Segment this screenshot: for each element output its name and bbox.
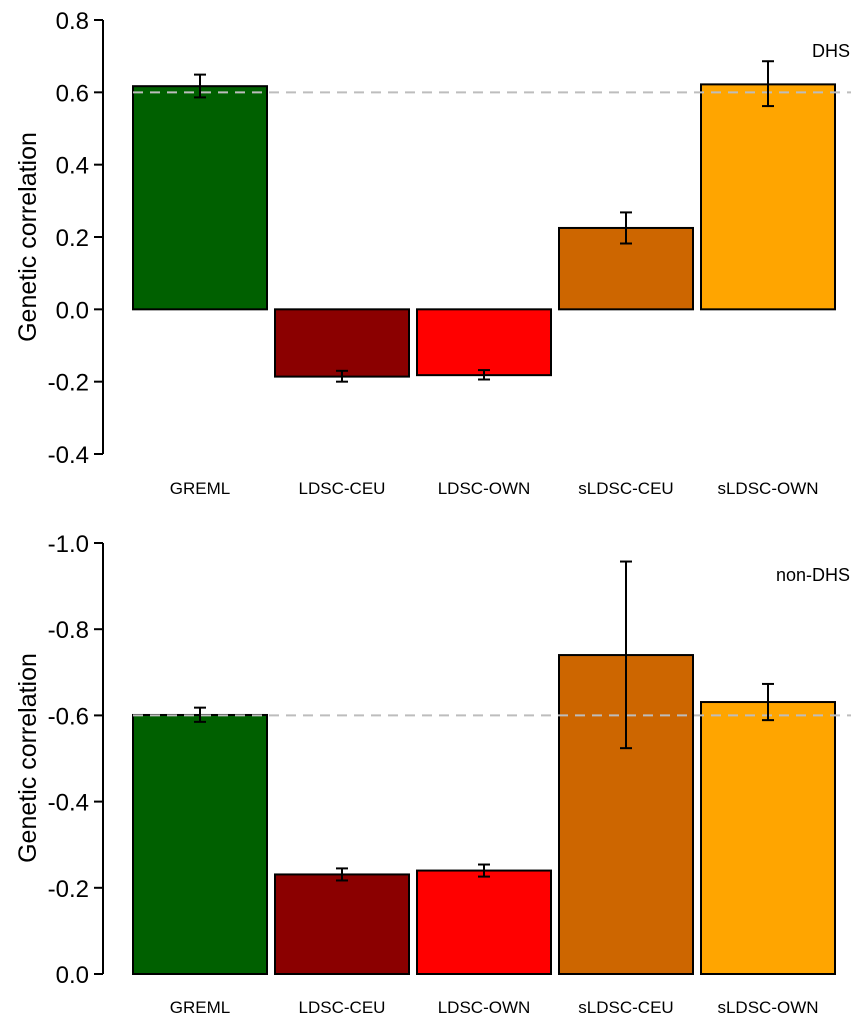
y-tick-label: 0.6: [56, 80, 89, 107]
error-bar: [194, 73, 206, 99]
error-bar: [620, 560, 632, 750]
y-tick-label: 0.0: [56, 962, 89, 989]
x-category-label: LDSC-CEU: [299, 998, 386, 1017]
error-bar: [620, 211, 632, 245]
bar-greml: [132, 85, 268, 311]
x-category-label: GREML: [170, 479, 230, 498]
y-tick-label: -0.2: [48, 370, 89, 397]
y-axis-title: Genetic correlation: [14, 653, 42, 863]
error-bar: [336, 369, 348, 383]
error-bar: [478, 369, 490, 381]
error-bar: [762, 60, 774, 108]
bar-ldsc-ceu: [274, 308, 410, 378]
x-category-label: GREML: [170, 998, 230, 1017]
bar-ldsc-own: [416, 869, 552, 975]
y-axis-title: Genetic correlation: [14, 132, 42, 342]
bar-ldsc-own: [416, 308, 552, 377]
y-tick-label: -0.4: [48, 442, 89, 469]
chart-panel-dhs: 0.8 0.6 0.4 0.2 0.0 -0.2 -0.4 Genetic correlati…: [14, 8, 851, 498]
panel-annotation: DHS: [812, 41, 850, 61]
chart-panel-non-dhs: -1.0 -0.8 -0.6 -0.4 -0.2 0.0 Genetic correlati…: [14, 531, 851, 1017]
x-category-label: sLDSC-CEU: [578, 479, 673, 498]
error-bar: [336, 867, 348, 882]
bar-ldsc-ceu: [274, 873, 410, 976]
y-tick-label: -1.0: [48, 531, 89, 558]
y-tick-label: -0.4: [48, 790, 89, 817]
panel-annotation: non-DHS: [776, 565, 850, 585]
y-tick-label: -0.6: [48, 703, 89, 730]
x-category-label: sLDSC-CEU: [578, 998, 673, 1017]
error-bar: [478, 863, 490, 878]
y-tick-label: 0.4: [56, 153, 89, 180]
bar-greml: [132, 713, 268, 975]
error-bar: [762, 682, 774, 722]
y-tick-label: 0.0: [56, 297, 89, 324]
x-category-label: LDSC-OWN: [438, 479, 531, 498]
y-tick-label: -0.8: [48, 617, 89, 644]
error-bar: [194, 706, 206, 723]
x-category-label: LDSC-OWN: [438, 998, 531, 1017]
y-tick-label: 0.8: [56, 8, 89, 35]
x-category-label: sLDSC-OWN: [717, 479, 818, 498]
y-tick-label: 0.2: [56, 225, 89, 252]
bar-sldsc-own: [700, 701, 836, 975]
y-tick-label: -0.2: [48, 876, 89, 903]
bar-sldsc-own: [700, 83, 836, 311]
x-category-label: LDSC-CEU: [299, 479, 386, 498]
x-category-label: sLDSC-OWN: [717, 998, 818, 1017]
